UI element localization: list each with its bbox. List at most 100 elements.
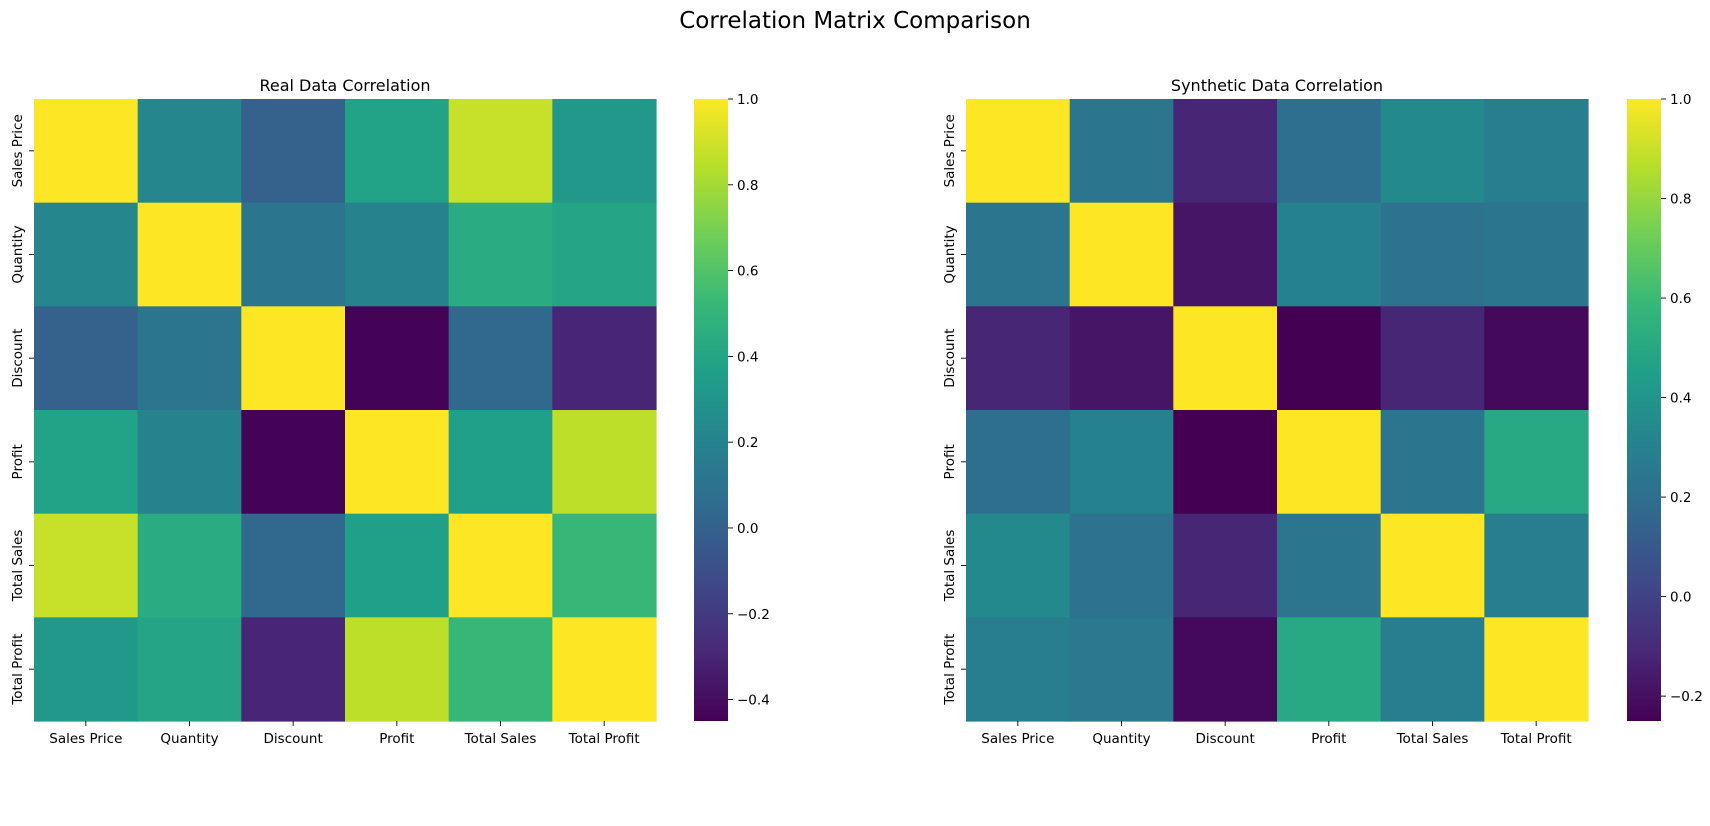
heatmap-cell bbox=[1069, 306, 1174, 411]
x-tick-label: Profit bbox=[1311, 731, 1346, 747]
heatmap-cell bbox=[137, 410, 242, 515]
heatmap-cell bbox=[1484, 410, 1589, 515]
colorbar-tick-label: 0.0 bbox=[1670, 590, 1691, 606]
colorbar-tick-label: 0.6 bbox=[737, 264, 758, 280]
heatmap-cell bbox=[448, 617, 553, 722]
y-tick-label: Sales Price bbox=[10, 114, 26, 187]
heatmap-cell bbox=[34, 410, 139, 515]
heatmap-cell bbox=[1069, 202, 1174, 307]
heatmap-cell bbox=[137, 202, 242, 307]
heatmap-cell bbox=[34, 202, 139, 307]
heatmap-cell bbox=[1277, 202, 1382, 307]
x-tick-label: Total Profit bbox=[568, 731, 640, 747]
heatmap-cell bbox=[1069, 410, 1174, 515]
heatmap-cell bbox=[345, 513, 450, 618]
x-tick-label: Sales Price bbox=[981, 731, 1054, 747]
x-tick-label: Profit bbox=[379, 731, 414, 747]
colorbar bbox=[1627, 99, 1661, 721]
heatmap-cell bbox=[137, 99, 242, 204]
heatmap-cell bbox=[1484, 513, 1589, 618]
heatmap-cell bbox=[966, 410, 1071, 515]
heatmap-cell bbox=[345, 617, 450, 722]
heatmap-cell bbox=[966, 306, 1071, 411]
heatmap-cell bbox=[1380, 617, 1485, 722]
heatmap-cell bbox=[137, 617, 242, 722]
y-tick-label: Discount bbox=[942, 329, 958, 388]
heatmap-cell bbox=[241, 306, 346, 411]
heatmap-cell bbox=[966, 202, 1071, 307]
heatmap-cell bbox=[966, 617, 1071, 722]
heatmap-cell bbox=[1069, 513, 1174, 618]
colorbar-tick-label: −0.2 bbox=[1670, 689, 1703, 705]
heatmap-cell bbox=[1173, 99, 1278, 204]
heatmap-cell bbox=[448, 513, 553, 618]
x-tick-label: Quantity bbox=[1092, 731, 1150, 747]
y-tick-label: Quantity bbox=[942, 225, 958, 283]
heatmap-cell bbox=[241, 410, 346, 515]
heatmap-cell bbox=[241, 513, 346, 618]
y-tick-label: Discount bbox=[10, 329, 26, 388]
heatmap-cell bbox=[34, 513, 139, 618]
x-tick-label: Sales Price bbox=[49, 731, 122, 747]
heatmap-cell bbox=[241, 202, 346, 307]
x-tick-label: Quantity bbox=[160, 731, 218, 747]
heatmap-cell bbox=[1484, 306, 1589, 411]
heatmap-cell bbox=[1380, 513, 1485, 618]
x-tick-label: Discount bbox=[264, 731, 323, 747]
heatmap-cell bbox=[552, 99, 657, 204]
heatmap-panel-2: Synthetic Data Correlation Sales Price Qua… bbox=[942, 76, 1703, 747]
colorbar-tick-label: 0.0 bbox=[737, 521, 758, 537]
heatmap-cell bbox=[1484, 202, 1589, 307]
colorbar-tick-label: 1.0 bbox=[737, 92, 758, 108]
y-tick-label: Profit bbox=[942, 444, 958, 479]
heatmap-cell bbox=[448, 410, 553, 515]
x-tick-label: Total Sales bbox=[1396, 731, 1469, 747]
x-tick-label: Discount bbox=[1196, 731, 1255, 747]
x-tick-label: Total Sales bbox=[464, 731, 537, 747]
heatmap-cell bbox=[552, 410, 657, 515]
heatmap-cell bbox=[1380, 306, 1485, 411]
heatmap-cell bbox=[1173, 410, 1278, 515]
heatmap-cell bbox=[448, 99, 553, 204]
colorbar bbox=[694, 99, 728, 721]
heatmap-cell bbox=[1173, 513, 1278, 618]
figure-title: Correlation Matrix Comparison bbox=[679, 8, 1031, 34]
heatmap-cell bbox=[1173, 306, 1278, 411]
colorbar-tick-label: 0.2 bbox=[1670, 490, 1691, 506]
colorbar-tick-label: 0.4 bbox=[737, 349, 758, 365]
heatmap-cell bbox=[1277, 410, 1382, 515]
heatmap-cell bbox=[345, 202, 450, 307]
heatmap-cell bbox=[966, 513, 1071, 618]
heatmap-cell bbox=[34, 617, 139, 722]
panel-title: Synthetic Data Correlation bbox=[1171, 76, 1383, 95]
heatmap-cell bbox=[1484, 617, 1589, 722]
heatmap-cell bbox=[552, 202, 657, 307]
heatmap-cell bbox=[241, 99, 346, 204]
y-tick-label: Total Sales bbox=[942, 530, 958, 603]
heatmap-cell bbox=[1380, 202, 1485, 307]
colorbar-tick-label: 0.4 bbox=[1670, 391, 1691, 407]
heatmap-cell bbox=[1277, 513, 1382, 618]
heatmap-cell bbox=[241, 617, 346, 722]
heatmap-cell bbox=[137, 513, 242, 618]
y-tick-label: Total Profit bbox=[942, 634, 958, 706]
heatmap-cell bbox=[552, 513, 657, 618]
colorbar-tick-label: 0.8 bbox=[737, 178, 758, 194]
heatmap-cell bbox=[1277, 99, 1382, 204]
x-tick-label: Total Profit bbox=[1500, 731, 1572, 747]
heatmap-cell bbox=[34, 99, 139, 204]
colorbar-tick-label: 0.8 bbox=[1670, 192, 1691, 208]
heatmap-cell bbox=[1277, 617, 1382, 722]
heatmap-cell bbox=[345, 99, 450, 204]
y-tick-label: Quantity bbox=[10, 225, 26, 283]
colorbar-tick-label: −0.4 bbox=[737, 693, 770, 709]
heatmap-cell bbox=[1069, 99, 1174, 204]
heatmap-cell bbox=[34, 306, 139, 411]
heatmap-cell bbox=[345, 306, 450, 411]
y-tick-label: Total Profit bbox=[10, 634, 26, 706]
heatmap-panel-1: Real Data Correlation Sales Price Quantity… bbox=[10, 76, 770, 747]
heatmap-cell bbox=[448, 306, 553, 411]
heatmap-cell bbox=[1173, 617, 1278, 722]
heatmap-cell bbox=[448, 202, 553, 307]
heatmap-cell bbox=[345, 410, 450, 515]
